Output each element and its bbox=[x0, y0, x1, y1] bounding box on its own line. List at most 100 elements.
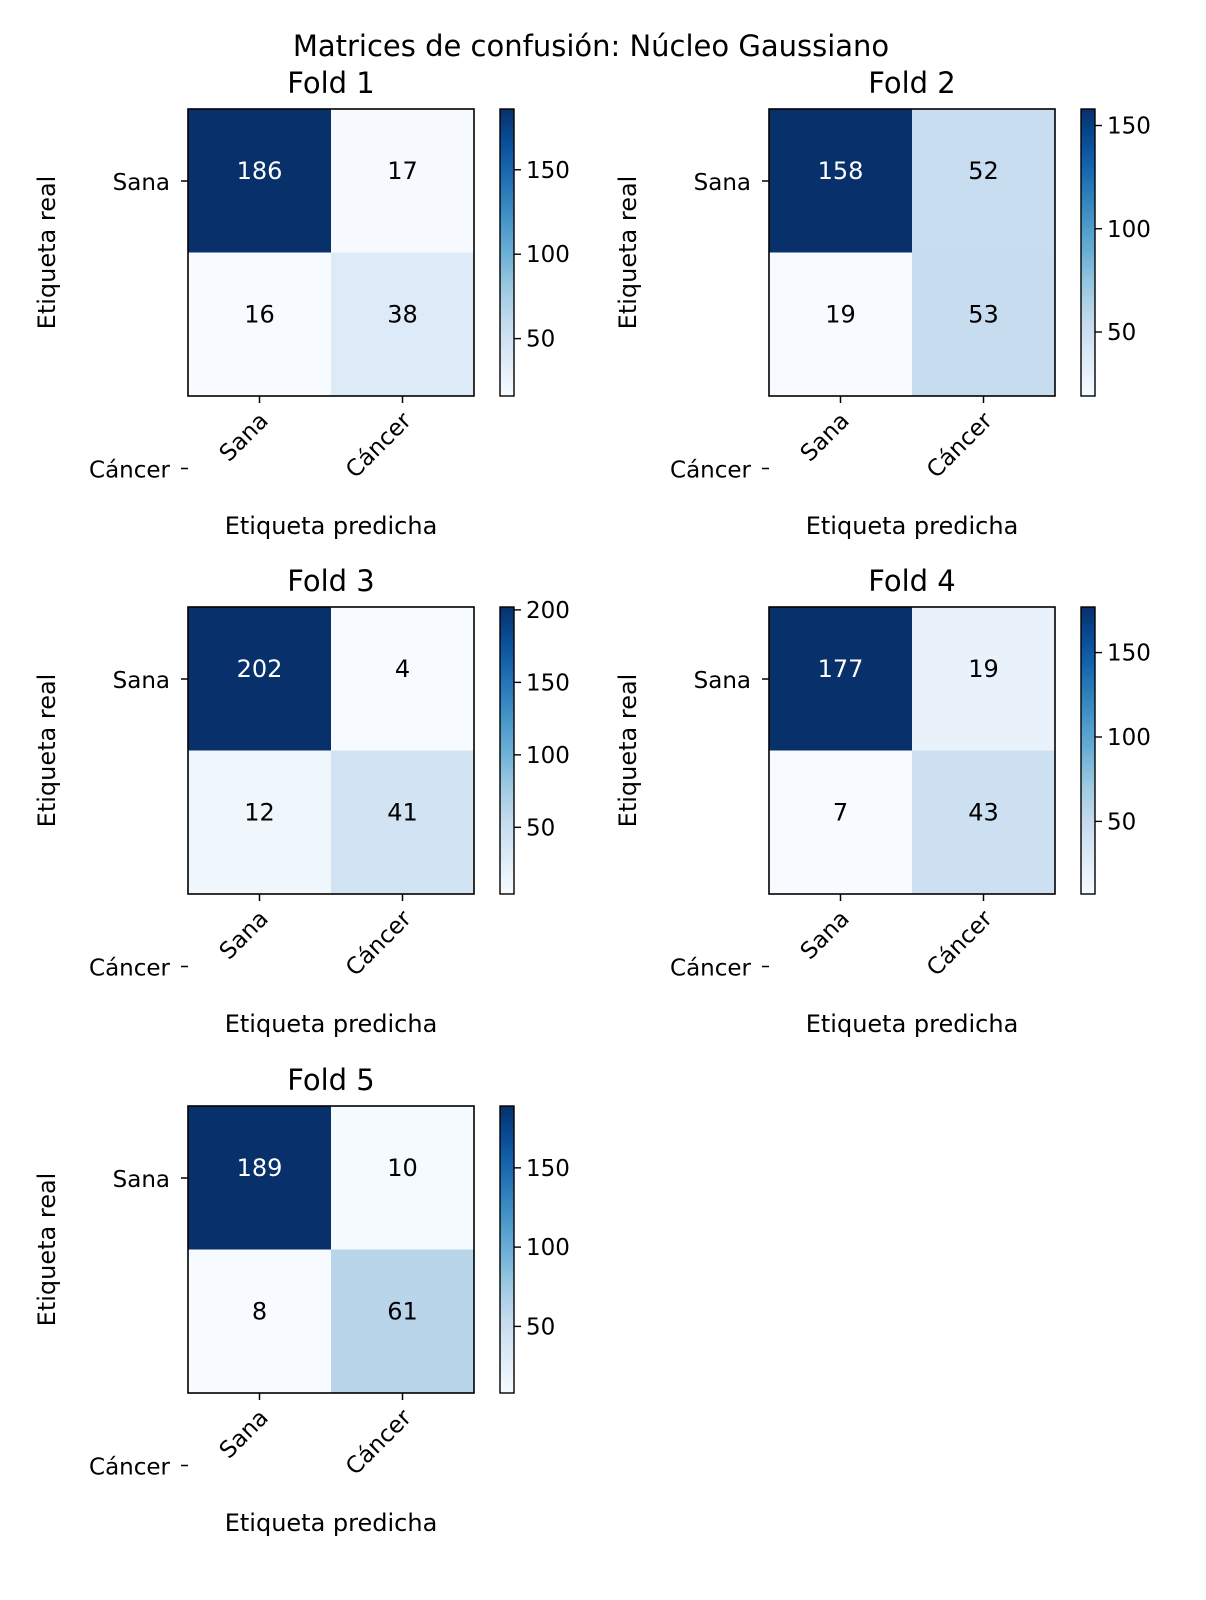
colorbar-tick-label: 50 bbox=[526, 815, 555, 841]
panel-title: Fold 2 bbox=[868, 66, 956, 100]
x-tick-label: Sana bbox=[796, 408, 855, 467]
heatmap-cell bbox=[769, 252, 913, 397]
y-axis-label: Etiqueta real bbox=[33, 176, 61, 330]
y-axis-label: Etiqueta real bbox=[33, 1173, 61, 1327]
cell-value-label: 16 bbox=[244, 300, 275, 328]
heatmap-cell bbox=[912, 109, 1056, 253]
plot-frame bbox=[768, 108, 1056, 397]
y-axis-label: Etiqueta real bbox=[614, 674, 642, 828]
y-axis-label: Etiqueta real bbox=[33, 674, 61, 828]
colorbar-tick-label: 150 bbox=[1107, 114, 1151, 140]
x-tick-label: Cáncer bbox=[341, 407, 417, 483]
heatmap-cell bbox=[331, 252, 475, 397]
heatmap-cell bbox=[769, 109, 913, 253]
colorbar-tick-label: 150 bbox=[526, 670, 570, 696]
confusion-matrix-panels: Fold 1 186 17 16 38 Sana Cáncer Sana Cáncer Etiqu… bbox=[33, 66, 1151, 1537]
colorbar-tick-label: 100 bbox=[526, 1235, 570, 1261]
confusion-matrix-fold-1: Fold 1 186 17 16 38 Sana Cáncer Sana Cáncer Etiqu… bbox=[33, 66, 570, 540]
cell-value-label: 53 bbox=[968, 300, 999, 328]
y-tick-label: Sana bbox=[113, 1167, 170, 1193]
confusion-matrix-fold-4: Fold 4 177 19 7 43 Sana Cáncer Sana Cáncer Etique… bbox=[614, 564, 1151, 1038]
colorbar bbox=[500, 607, 514, 894]
cell-value-label: 10 bbox=[387, 1154, 418, 1182]
colorbar-tick-label: 50 bbox=[526, 1314, 555, 1340]
heatmap-cell bbox=[769, 750, 913, 895]
cell-value-label: 158 bbox=[818, 157, 864, 185]
panel-title: Fold 1 bbox=[287, 66, 375, 100]
confusion-matrix-fold-2: Fold 2 158 52 19 53 Sana Cáncer Sana Cáncer Etiqu… bbox=[614, 66, 1151, 540]
heatmap-cell bbox=[331, 109, 475, 253]
colorbar-tick-label: 50 bbox=[1107, 809, 1136, 835]
colorbar-tick-label: 150 bbox=[526, 158, 570, 184]
heatmap-cell bbox=[331, 607, 475, 751]
confusion-matrix-fold-5: Fold 5 189 10 8 61 Sana Cáncer Sana Cáncer Etique… bbox=[33, 1063, 570, 1537]
heatmap-cell bbox=[188, 607, 332, 751]
colorbar-frame bbox=[499, 1105, 515, 1394]
x-tick-label: Sana bbox=[215, 1405, 274, 1464]
colorbar-frame bbox=[499, 606, 515, 895]
colorbar-tick-label: 150 bbox=[1107, 641, 1151, 667]
figure-suptitle: Matrices de confusión: Núcleo Gaussiano bbox=[293, 29, 889, 63]
colorbar-tick-label: 200 bbox=[526, 598, 570, 624]
cell-value-label: 38 bbox=[387, 300, 418, 328]
x-tick-label: Cáncer bbox=[341, 1404, 417, 1480]
x-axis-label: Etiqueta predicha bbox=[225, 1010, 438, 1038]
heatmap-cell bbox=[912, 607, 1056, 751]
colorbar-frame bbox=[499, 108, 515, 397]
cell-value-label: 4 bbox=[395, 655, 410, 683]
cell-value-label: 12 bbox=[244, 798, 275, 826]
confusion-matrix-fold-3: Fold 3 202 4 12 41 Sana Cáncer Sana Cáncer Etique… bbox=[33, 564, 570, 1038]
colorbar-tick-label: 150 bbox=[526, 1156, 570, 1182]
colorbar-tick-label: 50 bbox=[526, 327, 555, 353]
cell-value-label: 186 bbox=[237, 157, 283, 185]
x-tick-label: Cáncer bbox=[922, 905, 998, 981]
cell-value-label: 43 bbox=[968, 798, 999, 826]
heatmap-cell bbox=[912, 252, 1056, 397]
y-tick-label: Cáncer bbox=[89, 1455, 171, 1481]
heatmap-cell bbox=[769, 607, 913, 751]
colorbar-frame bbox=[1080, 108, 1096, 397]
heatmap-cell bbox=[188, 109, 332, 253]
y-tick-label: Cáncer bbox=[89, 956, 171, 982]
plot-frame bbox=[768, 606, 1056, 895]
y-tick-label: Cáncer bbox=[670, 458, 752, 484]
colorbar-tick-label: 50 bbox=[1107, 320, 1136, 346]
heatmap-cell bbox=[912, 750, 1056, 895]
y-tick-label: Cáncer bbox=[89, 458, 171, 484]
cell-value-label: 19 bbox=[825, 300, 856, 328]
colorbar-tick-label: 100 bbox=[1107, 725, 1151, 751]
cell-value-label: 202 bbox=[237, 655, 283, 683]
x-axis-label: Etiqueta predicha bbox=[225, 512, 438, 540]
x-tick-label: Sana bbox=[215, 906, 274, 965]
y-axis-label: Etiqueta real bbox=[614, 176, 642, 330]
plot-frame bbox=[187, 1105, 475, 1394]
colorbar bbox=[500, 109, 514, 396]
heatmap-cell bbox=[188, 750, 332, 895]
heatmap-cell bbox=[188, 1249, 332, 1394]
x-axis-label: Etiqueta predicha bbox=[806, 512, 1019, 540]
cell-value-label: 41 bbox=[387, 798, 418, 826]
plot-frame bbox=[187, 108, 475, 397]
panel-title: Fold 5 bbox=[287, 1063, 375, 1097]
x-axis-label: Etiqueta predicha bbox=[225, 1509, 438, 1537]
heatmap-cell bbox=[331, 750, 475, 895]
cell-value-label: 61 bbox=[387, 1297, 418, 1325]
cell-value-label: 19 bbox=[968, 655, 999, 683]
y-tick-label: Sana bbox=[113, 170, 170, 196]
colorbar bbox=[500, 1106, 514, 1393]
x-tick-label: Cáncer bbox=[922, 407, 998, 483]
y-tick-label: Sana bbox=[694, 170, 751, 196]
cell-value-label: 189 bbox=[237, 1154, 283, 1182]
y-tick-label: Cáncer bbox=[670, 956, 752, 982]
colorbar bbox=[1081, 607, 1095, 894]
panel-title: Fold 3 bbox=[287, 564, 375, 598]
colorbar-tick-label: 100 bbox=[526, 242, 570, 268]
x-tick-label: Sana bbox=[215, 408, 274, 467]
colorbar bbox=[1081, 109, 1095, 396]
cell-value-label: 52 bbox=[968, 157, 999, 185]
heatmap-cell bbox=[188, 1106, 332, 1250]
x-tick-label: Cáncer bbox=[341, 905, 417, 981]
cell-value-label: 177 bbox=[818, 655, 864, 683]
colorbar-tick-label: 100 bbox=[526, 743, 570, 769]
